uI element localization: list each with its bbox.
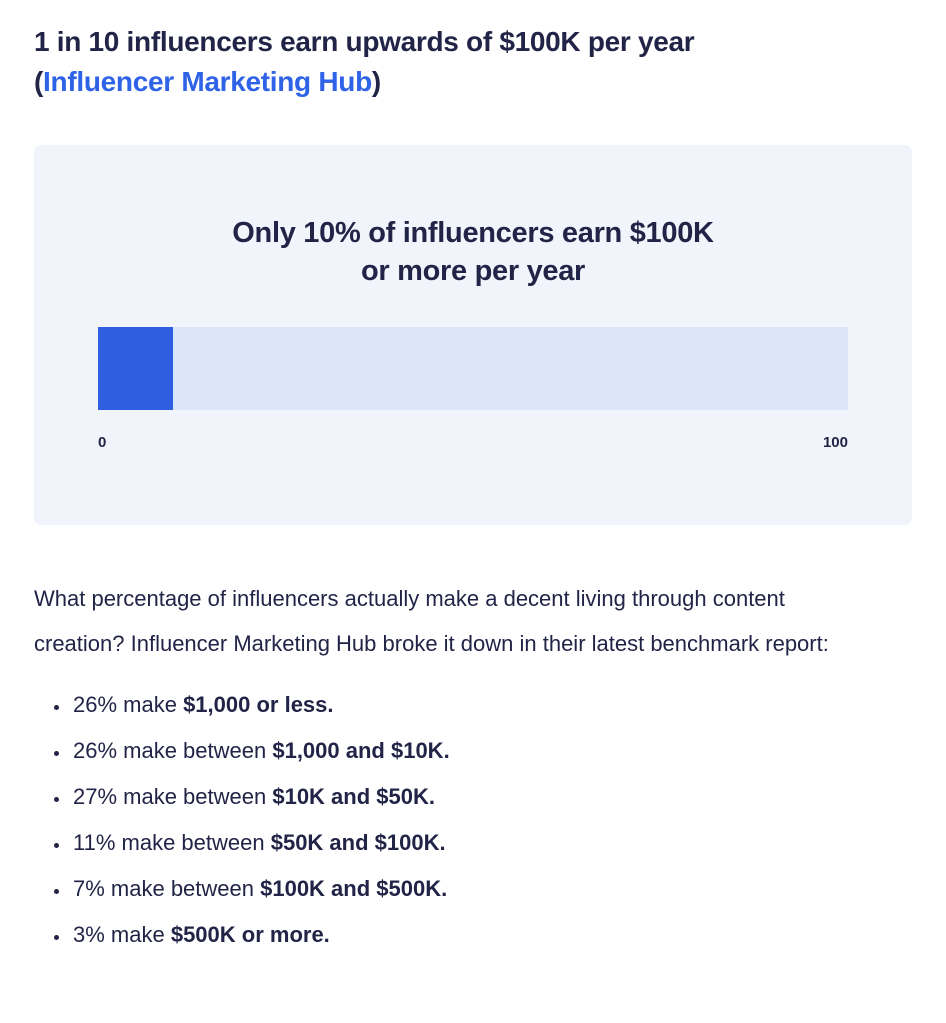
list-item-bold: $10K and $50K. (272, 784, 435, 809)
axis-tick-max: 100 (822, 434, 848, 451)
axis-labels: 0 100 (98, 434, 848, 452)
paren-open: ( (34, 66, 44, 97)
influencer-marketing-hub-link[interactable]: Influencer Marketing Hub (43, 66, 372, 97)
list-item: 3% make $500K or more. (71, 921, 912, 949)
intro-paragraph: What percentage of influencers actually … (34, 586, 829, 656)
list-item-bold: $1,000 or less. (183, 692, 334, 717)
list-item: 11% make between $50K and $100K. (71, 829, 912, 857)
list-item-bold: $1,000 and $10K. (272, 738, 450, 763)
bar-fill (98, 327, 173, 410)
chart-card: Only 10% of influencers earn $100K or mo… (34, 145, 912, 525)
list-item-text: 11% make between (73, 830, 271, 855)
paren-close: ) (371, 66, 381, 97)
page-title: 1 in 10 influencers earn upwards of $100… (34, 22, 912, 102)
list-item-text: 7% make between (73, 876, 261, 901)
page: 1 in 10 influencers earn upwards of $100… (0, 0, 946, 949)
chart-title-line1: Only 10% of influencers earn $100K (232, 217, 714, 249)
list-item-text: 26% make between (73, 738, 273, 763)
list-item-bold: $500K or more. (170, 922, 330, 947)
list-item: 26% make between $1,000 and $10K. (71, 737, 912, 765)
chart-title: Only 10% of influencers earn $100K or mo… (98, 214, 848, 290)
list-item: 7% make between $100K and $500K. (71, 875, 912, 903)
list-item-text: 3% make (73, 922, 171, 947)
list-item-text: 26% make (73, 692, 184, 717)
list-item: 26% make $1,000 or less. (71, 691, 912, 719)
earnings-breakdown-list: 26% make $1,000 or less. 26% make betwee… (34, 691, 912, 949)
bar-track (98, 327, 848, 410)
page-title-line1: 1 in 10 influencers earn upwards of $100… (34, 26, 695, 57)
list-item-bold: $50K and $100K. (270, 830, 446, 855)
list-item-bold: $100K and $500K. (260, 876, 448, 901)
list-item: 27% make between $10K and $50K. (71, 783, 912, 811)
list-item-text: 27% make between (73, 784, 273, 809)
axis-tick-min: 0 (98, 434, 107, 451)
chart-title-line2: or more per year (360, 255, 586, 287)
